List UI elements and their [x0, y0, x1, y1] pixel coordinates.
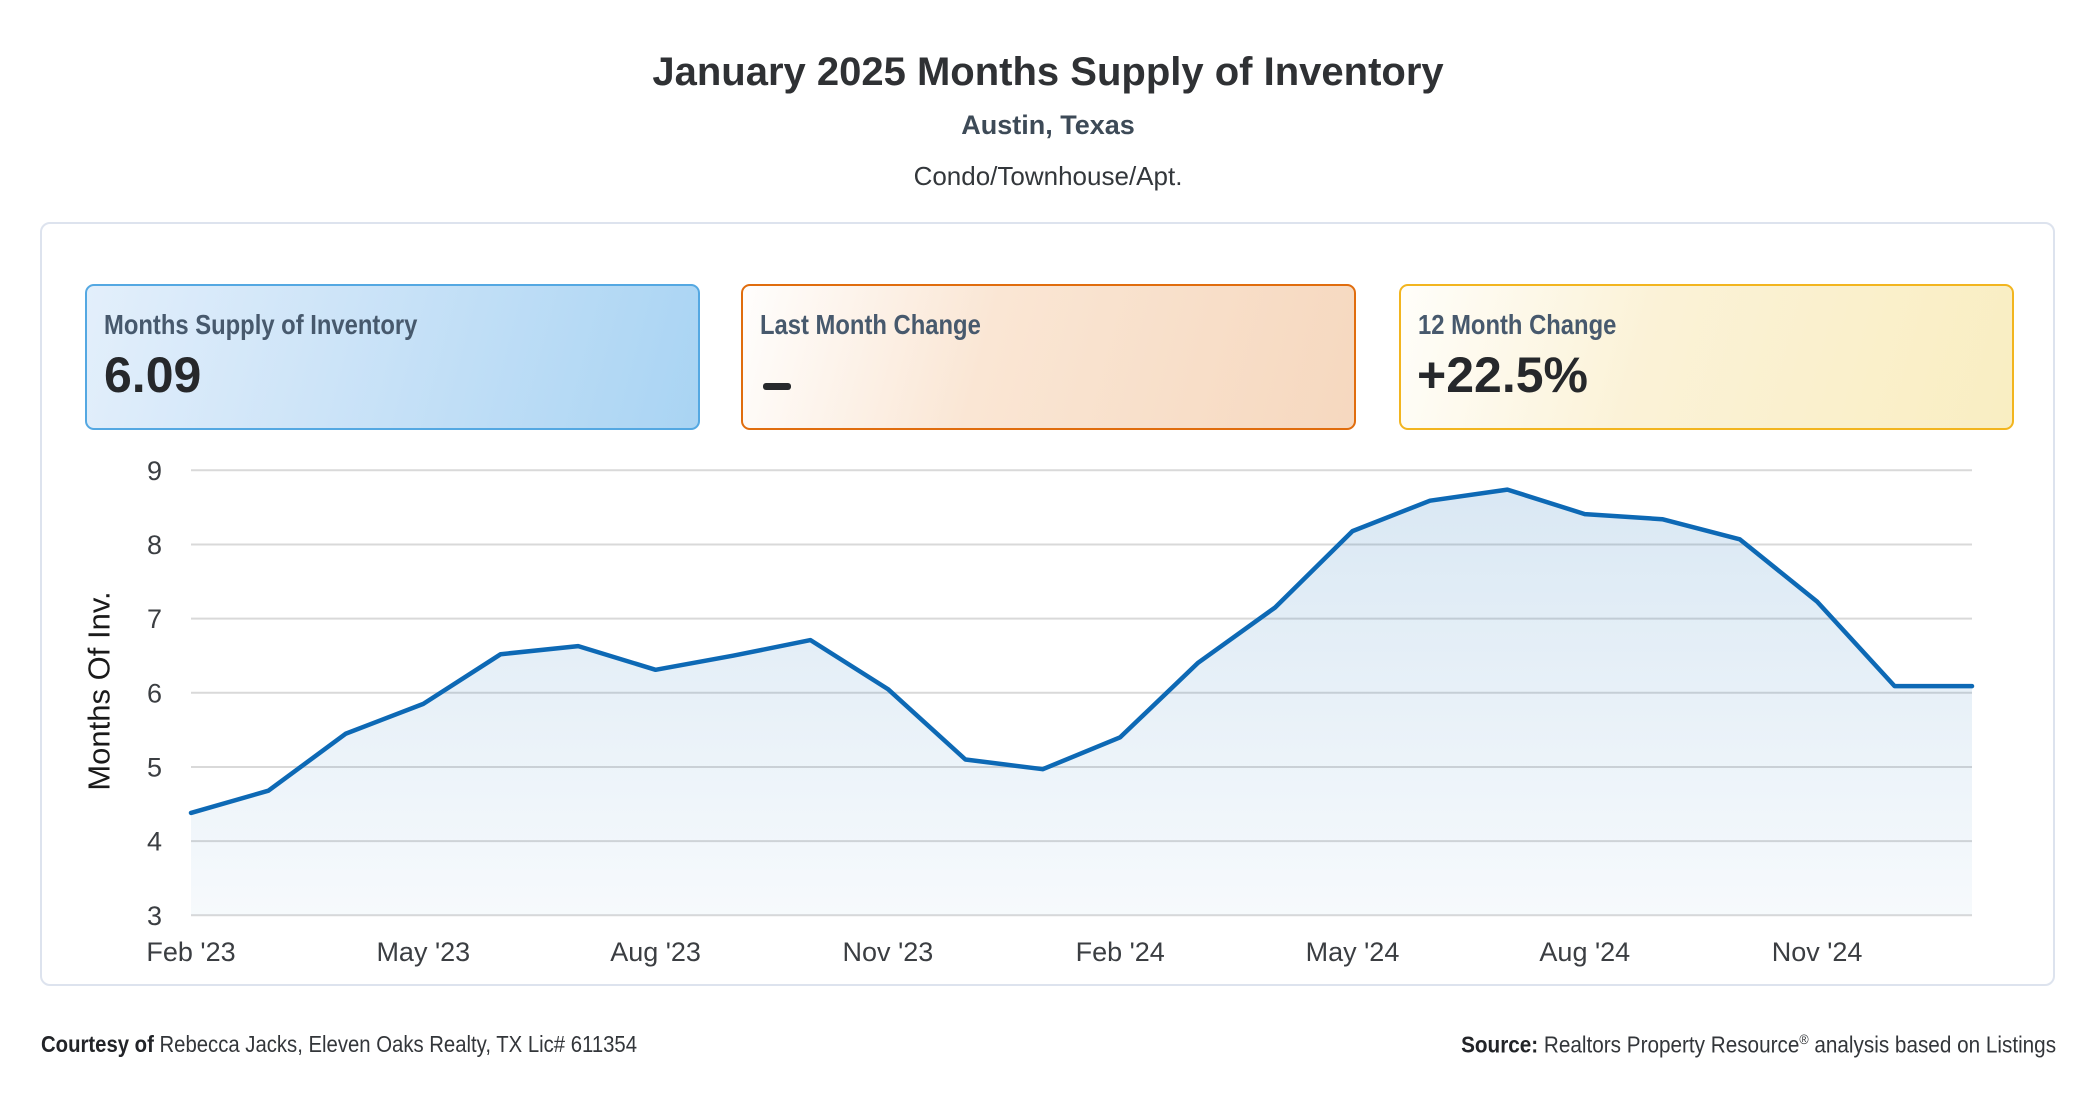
svg-text:Nov '24: Nov '24	[1772, 937, 1863, 967]
svg-text:May '24: May '24	[1306, 937, 1400, 967]
svg-text:Feb '23: Feb '23	[146, 937, 235, 967]
svg-text:Aug '23: Aug '23	[610, 937, 701, 967]
svg-text:9: 9	[147, 456, 162, 486]
svg-text:4: 4	[147, 827, 162, 857]
svg-text:Aug '24: Aug '24	[1539, 937, 1630, 967]
svg-text:6: 6	[147, 678, 162, 708]
svg-text:Months Of Inv.: Months Of Inv.	[82, 591, 117, 790]
svg-text:Nov '23: Nov '23	[843, 937, 934, 967]
svg-text:8: 8	[147, 530, 162, 560]
svg-text:5: 5	[147, 753, 162, 783]
svg-text:May '23: May '23	[376, 937, 470, 967]
svg-text:3: 3	[147, 901, 162, 931]
svg-text:Feb '24: Feb '24	[1076, 937, 1165, 967]
svg-text:7: 7	[147, 604, 162, 634]
